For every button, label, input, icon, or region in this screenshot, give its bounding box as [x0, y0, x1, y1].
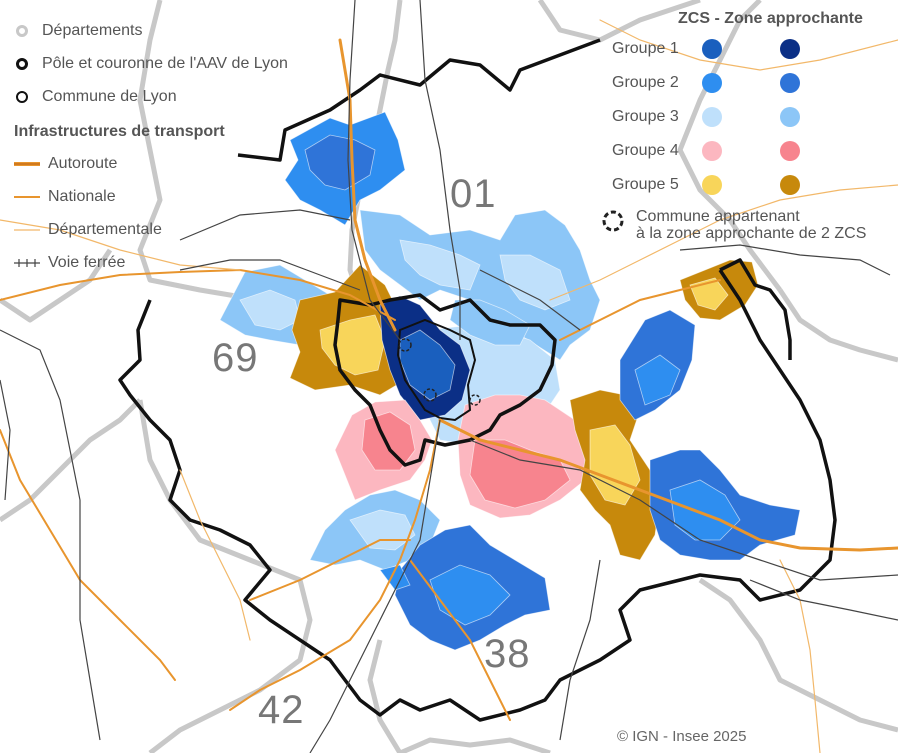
autoroute-line-icon: [14, 157, 40, 171]
multi-zcs-markers: [398, 338, 481, 406]
zcs-color-swatch: [702, 141, 722, 161]
zcs-area: [449, 299, 531, 346]
zcs-legend-row: Groupe 3: [612, 100, 898, 134]
departementale-line-icon: [14, 223, 40, 237]
credit-text: © IGN - Insee 2025: [617, 728, 747, 745]
zcs-legend-row: Groupe 1: [612, 32, 898, 66]
approach-color-swatch: [780, 175, 800, 195]
zcs-group-label: Groupe 5: [612, 176, 679, 193]
zcs-area: [361, 411, 416, 471]
zcs-color-swatch: [702, 39, 722, 59]
legend-pole-couronne: Pôle et couronne de l'AAV de Lyon: [14, 47, 344, 80]
rail-line-icon: [14, 256, 40, 270]
departement-label-42: 42: [258, 688, 305, 732]
legend-autoroute: Autoroute: [14, 147, 344, 180]
zcs-legend-row: Groupe 5: [612, 168, 898, 202]
legend-departements: Départements: [14, 14, 344, 47]
zcs-color-swatch: [702, 107, 722, 127]
departement-circle-icon: [16, 24, 28, 37]
aav-boundaries: [118, 38, 837, 722]
map-legend-zcs: ZCS - Zone approchante Groupe 1 Groupe 2 G…: [602, 10, 898, 242]
nationale-line-icon: [14, 190, 40, 204]
zcs-area: [429, 564, 511, 626]
legend-infra-title: Infrastructures de transport: [14, 123, 225, 140]
zcs-area: [399, 239, 481, 291]
zcs-group-label: Groupe 3: [612, 108, 679, 125]
zcs-group-label: Groupe 1: [612, 40, 679, 57]
lyon-circle-icon: [16, 90, 28, 103]
zcs-area: [379, 564, 411, 591]
legend-multi-zcs: Commune appartenant à la zone approchant…: [602, 208, 898, 242]
zcs-area: [399, 329, 456, 401]
departement-label-01: 01: [450, 172, 497, 216]
approach-color-swatch: [780, 141, 800, 161]
zcs-color-swatch: [702, 73, 722, 93]
zcs-area: [669, 479, 741, 541]
zcs-area: [304, 134, 376, 191]
legend-departementale: Départementale: [14, 213, 344, 246]
approach-color-swatch: [780, 107, 800, 127]
legend-nationale: Nationale: [14, 180, 344, 213]
departement-label-38: 38: [484, 632, 531, 676]
zcs-areas: [219, 111, 801, 651]
map-legend-boundaries: Départements Pôle et couronne de l'AAV d…: [14, 14, 344, 279]
approach-color-swatch: [780, 39, 800, 59]
departement-label-69: 69: [212, 336, 259, 380]
lyon-commune-boundary: [396, 318, 477, 422]
legend-commune-lyon: Commune de Lyon: [14, 80, 344, 113]
zcs-group-label: Groupe 2: [612, 74, 679, 91]
approach-color-swatch: [780, 73, 800, 93]
zcs-group-label: Groupe 4: [612, 142, 679, 159]
aav-circle-icon: [16, 57, 28, 70]
zcs-legend-row: Groupe 4: [612, 134, 898, 168]
zcs-area: [634, 354, 681, 406]
zcs-legend-header: ZCS - Zone approchante: [678, 10, 863, 27]
dashed-circle-icon: [602, 210, 624, 232]
zcs-legend-row: Groupe 2: [612, 66, 898, 100]
legend-voie-ferree: Voie ferrée: [14, 246, 344, 279]
zcs-color-swatch: [702, 175, 722, 195]
